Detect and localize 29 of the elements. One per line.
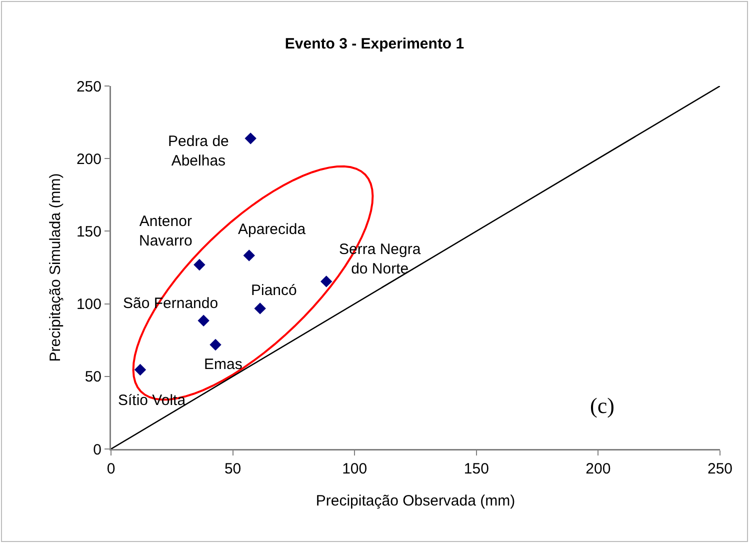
y-tick-label: 250 — [76, 78, 102, 96]
chart-title: Evento 3 - Experimento 1 — [284, 36, 464, 53]
x-tick-label: 250 — [707, 460, 733, 478]
point — [244, 132, 256, 144]
x-tick-label: 100 — [342, 460, 368, 478]
x-axis-title: Precipitação Observada (mm) — [316, 492, 516, 510]
point — [194, 258, 206, 271]
x-tick-label: 150 — [464, 460, 489, 478]
y-tick-label: 150 — [76, 223, 102, 240]
y-axis-title: Precipitação Simulada (mm) — [46, 173, 64, 362]
x-tick-label: 50 — [224, 460, 242, 478]
annotation: Antenor Navarro — [139, 213, 192, 250]
point — [134, 364, 146, 376]
y-tick-label: 100 — [76, 296, 102, 314]
annotation: (c) — [590, 393, 614, 418]
annotation: Piancó — [251, 282, 297, 299]
point — [320, 276, 332, 288]
point — [198, 314, 210, 326]
point — [254, 302, 266, 314]
x-tick-label: 0 — [106, 460, 116, 478]
x-tick-label: 200 — [586, 460, 611, 478]
annotation: Aparecida — [238, 221, 306, 238]
y-tick-label: 200 — [76, 150, 102, 168]
point — [210, 338, 222, 351]
point — [243, 250, 255, 262]
y-tick-label: 50 — [84, 368, 102, 386]
annotation: Emas — [204, 356, 242, 373]
annotation: Pedra de Abelhas — [168, 133, 229, 170]
y-tick-label: 0 — [93, 441, 102, 458]
